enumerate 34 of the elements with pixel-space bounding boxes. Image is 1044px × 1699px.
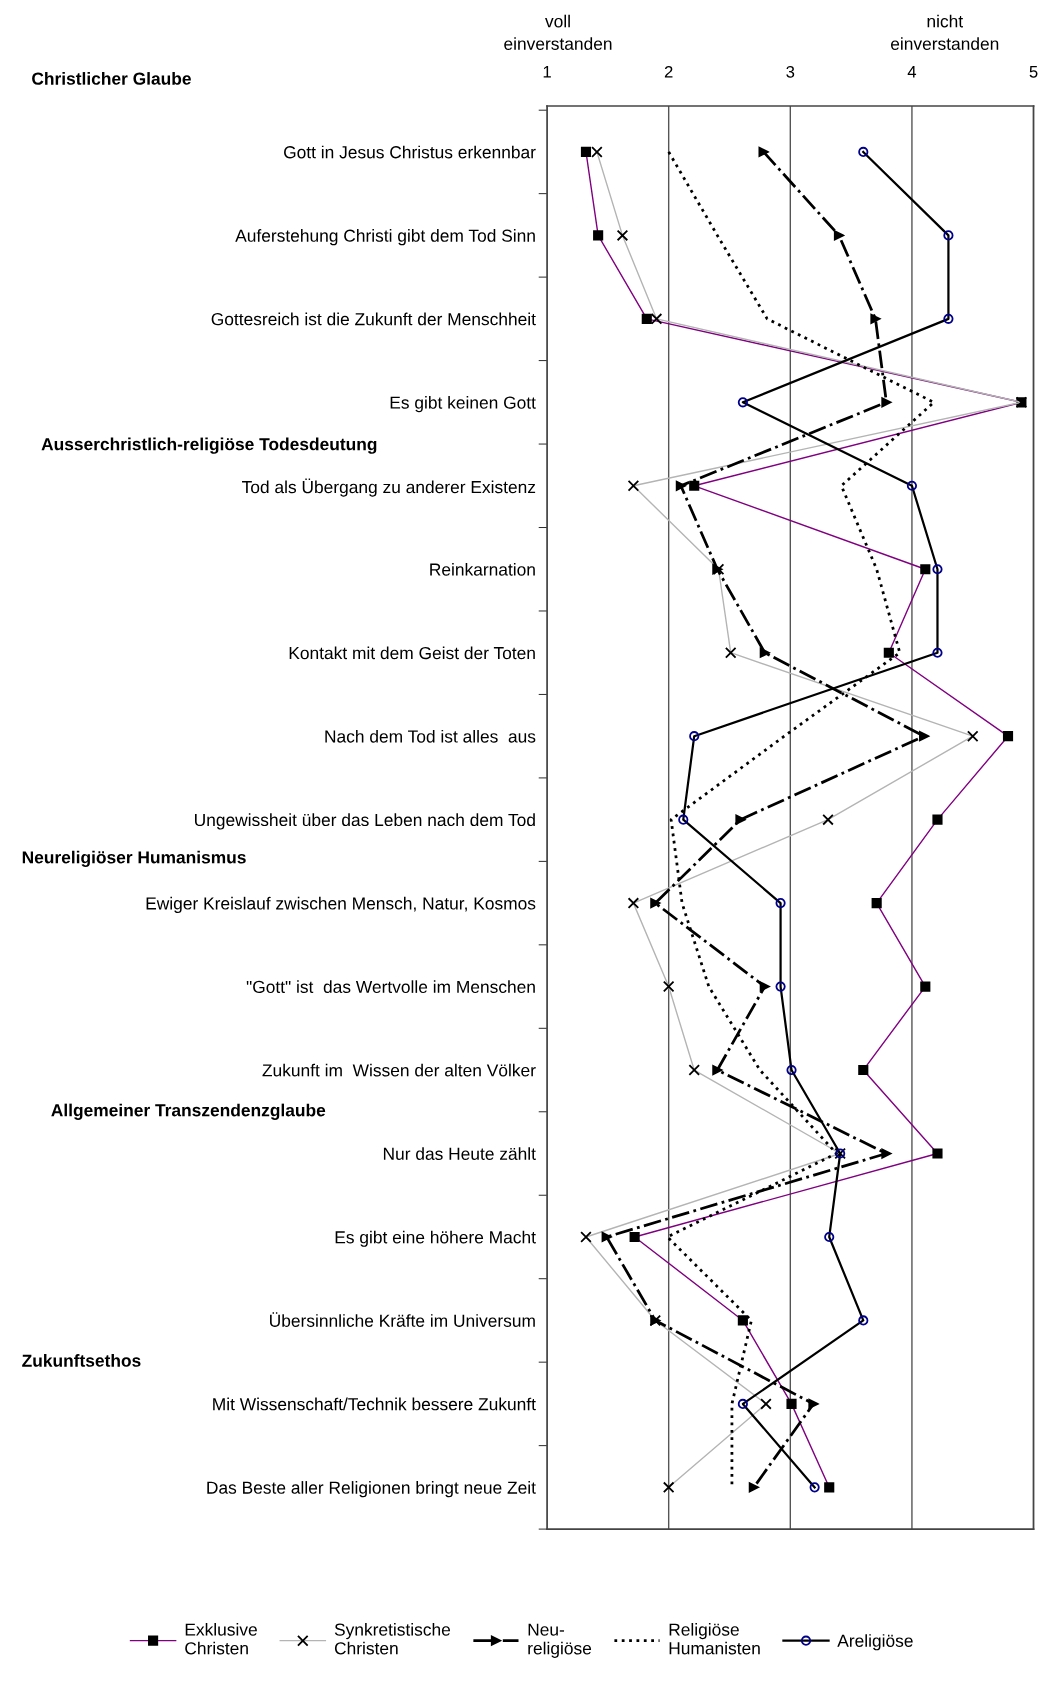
text: Ausserchristlich-religiöse Todesdeutung [41,437,377,454]
y-tick-label: Ewiger Kreislauf zwischen Mensch, Natur, Kosmos [146,896,536,913]
legend-label: Exklusive Christen [185,1623,257,1655]
y-tick-label: Mit Wissenschaft/Technik bessere Zukunft [213,1397,536,1411]
y-tick-label: Ungewissheit über das Leben nach dem Tod [195,813,535,830]
x-tick-label: 2 [664,65,673,78]
y-tick-label: Zukunft im Wissen der alten Völker [262,1063,536,1077]
text: Allgemeiner Transzendenzglaube [51,1103,326,1120]
text: nicht einverstanden [890,14,999,50]
y-tick-label: Gottesreich ist die Zukunft der Menschheit [211,312,536,326]
y-tick-label: Es gibt eine höhere Macht [335,1230,536,1247]
y-tick-label: Übersinnliche Kräfte im Universum [270,1312,535,1327]
text: Neureligiöser Humanismus [22,850,246,867]
text: Zukunftsethos [22,1354,141,1367]
legend-label: Religiöse Humanisten [669,1623,760,1655]
text: voll einverstanden [504,14,612,50]
y-tick-label: Reinkarnation [430,562,535,576]
legend-label: Neu- religiöse [528,1623,592,1658]
legend-label: Areligiöse [837,1634,913,1651]
x-tick-label: 3 [786,65,795,78]
y-tick-label: Kontakt mit dem Geist der Toten [289,646,535,660]
y-tick-label: Auferstehung Christi gibt dem Tod Sinn [235,229,535,246]
y-tick-label: Nach dem Tod ist alles aus [325,729,536,743]
y-tick-label: Es gibt keinen Gott [390,396,536,413]
x-tick-label: 4 [907,66,917,78]
y-tick-label: Gott in Jesus Christus erkennbar [284,145,536,159]
y-tick-label: Tod als Übergang zu anderer Existenz [242,478,536,497]
y-tick-label: "Gott" ist das Wertvolle im Menschen [246,980,535,994]
legend-label: Synkretistische Christen [334,1623,451,1655]
y-tick-label: Nur das Heute zählt [383,1147,536,1160]
y-tick-label: Das Beste aller Religionen bringt neue Zeit [207,1481,536,1498]
x-tick-label: 1 [543,66,551,78]
text: Christlicher Glaube [32,72,191,85]
x-tick-label: 5 [1029,66,1038,78]
